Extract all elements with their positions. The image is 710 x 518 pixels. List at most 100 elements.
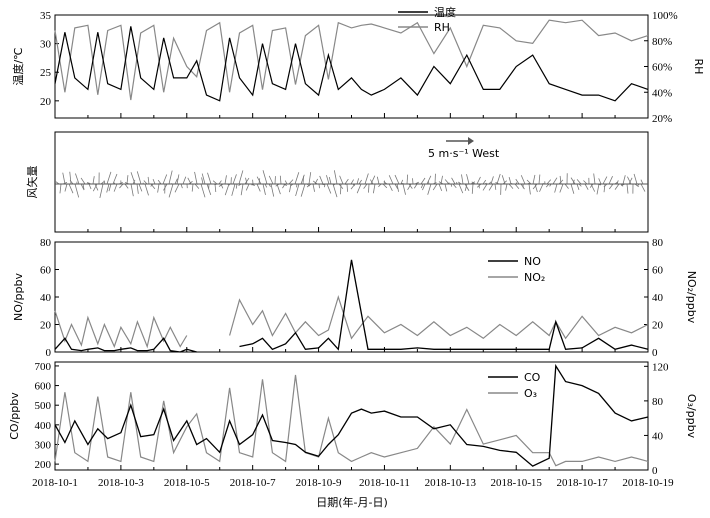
wind-vector bbox=[496, 173, 501, 185]
wind-vector bbox=[69, 171, 72, 185]
wind-vector bbox=[514, 183, 520, 190]
wind-vector bbox=[92, 183, 98, 192]
temperature-line bbox=[54, 26, 649, 102]
wind-vector bbox=[138, 183, 143, 192]
legend-rh-label: RH bbox=[434, 21, 450, 34]
wind-vector bbox=[238, 170, 244, 185]
wind-vector bbox=[187, 177, 192, 185]
wind-vector bbox=[427, 180, 430, 185]
wind-vector bbox=[214, 183, 217, 193]
wind-vector bbox=[614, 183, 620, 190]
wind-vector bbox=[92, 176, 95, 185]
wind-vector bbox=[408, 183, 413, 189]
wind-vector bbox=[276, 183, 281, 195]
wind-vector bbox=[546, 179, 552, 185]
wind-vector bbox=[62, 172, 66, 185]
x-tick-label: 2018-10-15 bbox=[491, 477, 543, 489]
wind-vector bbox=[422, 183, 426, 191]
temp-axis-tick-label: 20 bbox=[40, 96, 52, 108]
wind-vector bbox=[583, 180, 588, 185]
no-axis-tick-label: 0 bbox=[46, 347, 52, 359]
wind-vector bbox=[407, 183, 412, 190]
wind-vector bbox=[388, 183, 393, 192]
rh-axis-tick-label: 100% bbox=[652, 10, 678, 22]
wind-vector bbox=[538, 174, 541, 185]
wind-vector bbox=[482, 183, 488, 191]
wind-vector bbox=[396, 183, 399, 192]
no2-axis-tick-label: 60 bbox=[652, 265, 664, 277]
wind-vector bbox=[264, 183, 268, 188]
wind-vector bbox=[224, 175, 227, 185]
o3-line bbox=[54, 374, 649, 467]
wind-vector bbox=[528, 183, 531, 195]
wind-vector bbox=[534, 183, 538, 193]
co-axis-tick-label: 500 bbox=[35, 400, 52, 412]
x-tick-label: 2018-10-7 bbox=[230, 477, 276, 489]
co-axis-tick-label: 200 bbox=[35, 459, 52, 471]
no-axis-tick-label: 60 bbox=[40, 265, 52, 277]
wind-vector bbox=[626, 183, 629, 194]
wind-scale-label: 5 m·s⁻¹ West bbox=[428, 147, 500, 160]
wind-vector bbox=[570, 177, 576, 185]
wind-vector bbox=[144, 183, 149, 196]
wind-vector bbox=[628, 177, 633, 185]
no-axis-tick-label: 80 bbox=[40, 237, 52, 249]
wind-vector bbox=[162, 174, 168, 185]
wind-vector bbox=[370, 179, 374, 185]
wind-vector bbox=[438, 183, 443, 192]
wind-vector bbox=[640, 183, 646, 192]
wind-vector bbox=[603, 183, 606, 193]
wind-vector bbox=[356, 178, 360, 185]
wind-vector bbox=[394, 183, 399, 189]
wind-vector bbox=[163, 183, 168, 191]
wind-vector bbox=[75, 173, 80, 185]
x-tick-label: 2018-10-13 bbox=[425, 477, 477, 489]
wind-vector bbox=[312, 180, 318, 185]
x-tick-label: 2018-10-3 bbox=[98, 477, 144, 489]
wind-vector bbox=[476, 176, 481, 185]
wind-vector bbox=[212, 180, 218, 185]
wind-vector bbox=[622, 175, 626, 185]
wind-vector bbox=[520, 183, 525, 190]
legend-no2-label: NO₂ bbox=[524, 271, 545, 284]
no2-axis-title: NO₂/ppbv bbox=[685, 271, 698, 324]
wind-vector bbox=[326, 175, 330, 185]
wind-vector bbox=[108, 183, 112, 192]
wind-vector bbox=[201, 173, 206, 185]
wind-vector bbox=[370, 175, 376, 185]
wind-vector bbox=[300, 183, 306, 197]
wind-vector bbox=[328, 176, 332, 185]
x-tick-label: 2018-10-1 bbox=[32, 477, 78, 489]
wind-vector bbox=[268, 175, 274, 185]
wind-vector bbox=[451, 177, 456, 185]
no-axis-tick-label: 40 bbox=[40, 292, 52, 304]
wind-vector bbox=[494, 183, 497, 190]
wind-vector bbox=[539, 183, 544, 192]
temp-axis-tick-label: 35 bbox=[40, 10, 52, 22]
legend-o3-label: O₃ bbox=[524, 387, 537, 400]
o3-axis-tick-label: 0 bbox=[652, 465, 658, 477]
wind-vector bbox=[413, 183, 418, 189]
temp-axis-tick-label: 30 bbox=[40, 39, 52, 51]
wind-vector bbox=[82, 183, 85, 190]
wind-vector bbox=[482, 179, 487, 185]
wind-vector bbox=[136, 171, 142, 185]
wind-vector bbox=[288, 179, 294, 185]
o3-axis-title: O₃/ppbv bbox=[685, 394, 698, 439]
wind-vector bbox=[508, 176, 512, 185]
wind-vector bbox=[444, 183, 448, 192]
wind-vector bbox=[602, 176, 608, 185]
rh-line bbox=[54, 19, 649, 101]
wind-vector bbox=[394, 174, 400, 185]
wind-vector bbox=[584, 183, 589, 190]
wind-vector bbox=[402, 183, 406, 195]
wind-vector bbox=[515, 178, 520, 185]
wind-vector bbox=[427, 183, 432, 195]
wind-vector bbox=[608, 183, 614, 190]
wind-vector bbox=[545, 183, 550, 188]
wind-vector bbox=[80, 177, 86, 185]
wind-vector bbox=[576, 183, 580, 190]
wind-vector bbox=[119, 183, 124, 189]
wind-vector bbox=[232, 174, 237, 185]
no-axis-title: NO/ppbv bbox=[12, 272, 25, 321]
